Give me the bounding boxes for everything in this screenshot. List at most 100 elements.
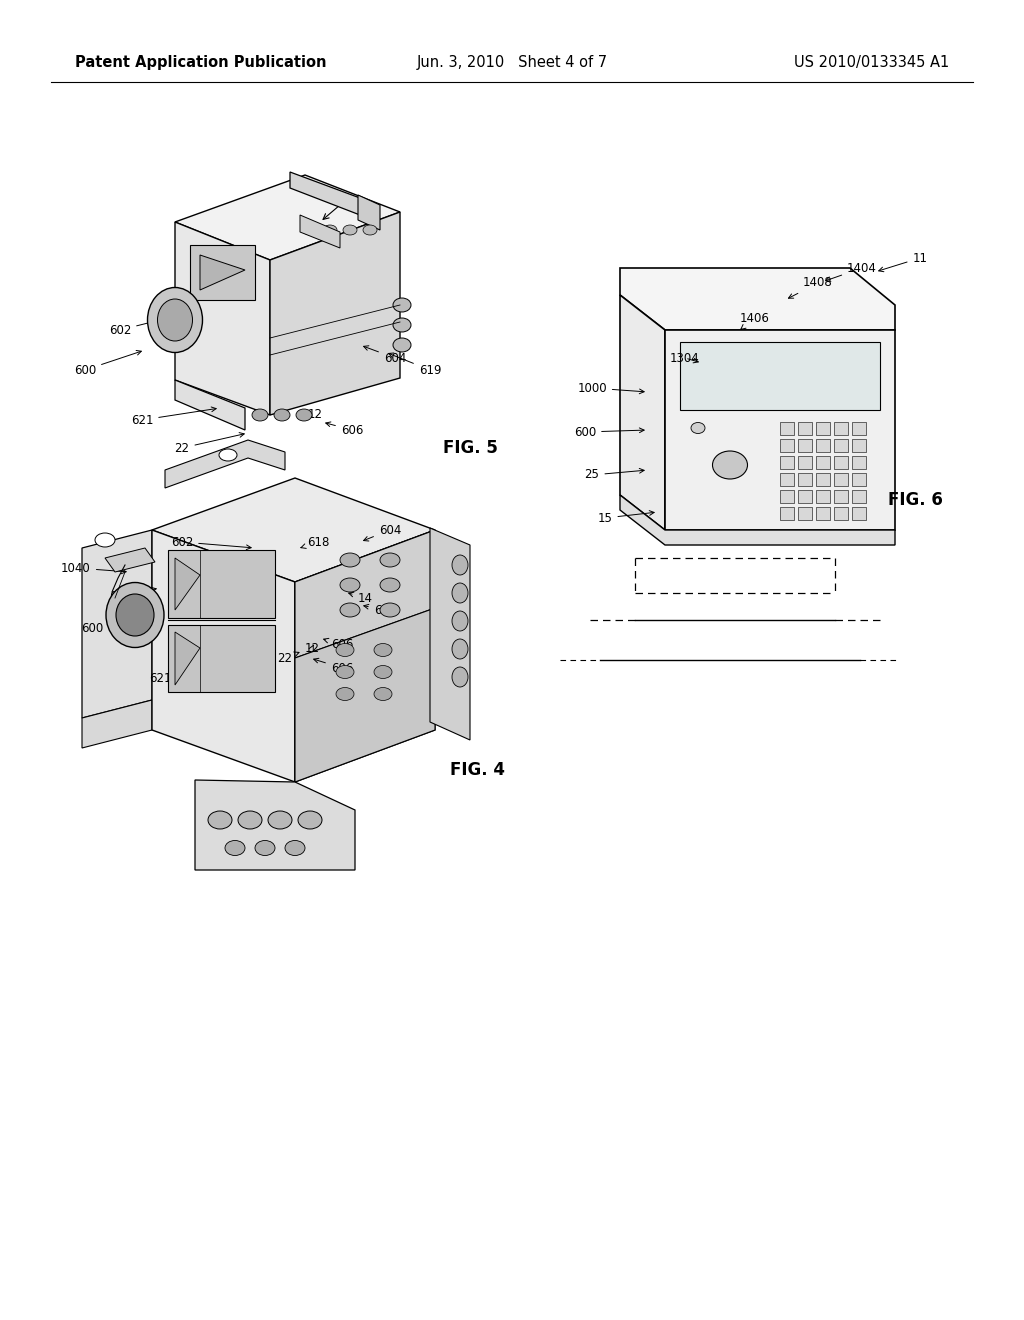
Ellipse shape xyxy=(362,224,377,235)
Polygon shape xyxy=(168,624,275,692)
Text: 1406: 1406 xyxy=(740,312,770,330)
Ellipse shape xyxy=(691,422,705,433)
Ellipse shape xyxy=(380,578,400,591)
Polygon shape xyxy=(175,558,200,610)
Text: FIG. 6: FIG. 6 xyxy=(888,491,942,510)
Text: 606: 606 xyxy=(313,659,353,675)
Ellipse shape xyxy=(452,639,468,659)
Ellipse shape xyxy=(116,594,154,636)
Ellipse shape xyxy=(380,603,400,616)
Polygon shape xyxy=(798,440,812,451)
Polygon shape xyxy=(300,215,340,248)
Ellipse shape xyxy=(274,409,290,421)
Ellipse shape xyxy=(95,533,115,546)
Ellipse shape xyxy=(336,644,354,656)
Text: 1404: 1404 xyxy=(825,261,877,281)
Ellipse shape xyxy=(452,667,468,686)
Text: 606: 606 xyxy=(324,639,353,652)
Polygon shape xyxy=(852,490,866,503)
Polygon shape xyxy=(816,507,830,520)
Polygon shape xyxy=(82,700,152,748)
Text: 25: 25 xyxy=(585,469,644,482)
Polygon shape xyxy=(195,780,355,870)
Polygon shape xyxy=(780,422,794,436)
Ellipse shape xyxy=(452,611,468,631)
Text: 1408: 1408 xyxy=(788,276,833,298)
Polygon shape xyxy=(620,268,895,330)
Polygon shape xyxy=(295,531,435,781)
Text: 602: 602 xyxy=(171,536,251,549)
Polygon shape xyxy=(82,531,152,718)
Text: 11: 11 xyxy=(879,252,928,272)
Polygon shape xyxy=(834,455,848,469)
Text: 1040: 1040 xyxy=(61,561,126,574)
Polygon shape xyxy=(852,440,866,451)
Text: 620: 620 xyxy=(109,587,157,602)
Text: 1000: 1000 xyxy=(578,381,644,395)
Polygon shape xyxy=(295,531,435,657)
Polygon shape xyxy=(620,495,895,545)
Text: 14: 14 xyxy=(349,591,373,605)
Text: 604: 604 xyxy=(364,524,401,541)
Polygon shape xyxy=(834,422,848,436)
Polygon shape xyxy=(165,440,285,488)
Ellipse shape xyxy=(285,841,305,855)
Polygon shape xyxy=(295,609,435,781)
Text: 1304: 1304 xyxy=(670,351,699,364)
Ellipse shape xyxy=(268,810,292,829)
Text: 621: 621 xyxy=(131,407,216,426)
Ellipse shape xyxy=(340,578,360,591)
Ellipse shape xyxy=(158,300,193,341)
Ellipse shape xyxy=(255,841,275,855)
Polygon shape xyxy=(175,176,400,260)
Polygon shape xyxy=(852,455,866,469)
Polygon shape xyxy=(798,455,812,469)
Ellipse shape xyxy=(336,665,354,678)
Polygon shape xyxy=(816,455,830,469)
Text: 619: 619 xyxy=(364,603,396,616)
Text: 606: 606 xyxy=(326,422,364,437)
Text: US 2010/0133345 A1: US 2010/0133345 A1 xyxy=(794,54,949,70)
Polygon shape xyxy=(152,531,295,781)
Ellipse shape xyxy=(298,810,322,829)
Ellipse shape xyxy=(380,553,400,568)
Polygon shape xyxy=(152,478,435,582)
Ellipse shape xyxy=(374,644,392,656)
Text: 22: 22 xyxy=(278,652,299,664)
Ellipse shape xyxy=(393,318,411,333)
Ellipse shape xyxy=(323,224,337,235)
Polygon shape xyxy=(798,507,812,520)
Polygon shape xyxy=(358,195,380,230)
Polygon shape xyxy=(852,507,866,520)
Ellipse shape xyxy=(340,553,360,568)
Polygon shape xyxy=(680,342,880,411)
Ellipse shape xyxy=(343,224,357,235)
Text: 600: 600 xyxy=(74,351,141,376)
Ellipse shape xyxy=(374,688,392,701)
Text: Jun. 3, 2010   Sheet 4 of 7: Jun. 3, 2010 Sheet 4 of 7 xyxy=(417,54,607,70)
Polygon shape xyxy=(780,473,794,486)
Polygon shape xyxy=(780,455,794,469)
Text: 12: 12 xyxy=(299,408,323,421)
Text: FIG. 4: FIG. 4 xyxy=(451,762,506,779)
Ellipse shape xyxy=(374,665,392,678)
Polygon shape xyxy=(430,528,470,741)
Polygon shape xyxy=(834,490,848,503)
Polygon shape xyxy=(816,440,830,451)
Ellipse shape xyxy=(452,554,468,576)
Polygon shape xyxy=(175,222,270,414)
Polygon shape xyxy=(780,440,794,451)
Text: 600: 600 xyxy=(81,620,156,635)
Ellipse shape xyxy=(713,451,748,479)
Text: 15: 15 xyxy=(598,511,654,524)
Polygon shape xyxy=(816,422,830,436)
Ellipse shape xyxy=(219,449,237,461)
Polygon shape xyxy=(816,473,830,486)
Ellipse shape xyxy=(452,583,468,603)
Polygon shape xyxy=(175,380,245,430)
Text: 602: 602 xyxy=(109,310,197,337)
Polygon shape xyxy=(270,213,400,414)
Polygon shape xyxy=(852,422,866,436)
Polygon shape xyxy=(834,440,848,451)
Polygon shape xyxy=(175,632,200,685)
